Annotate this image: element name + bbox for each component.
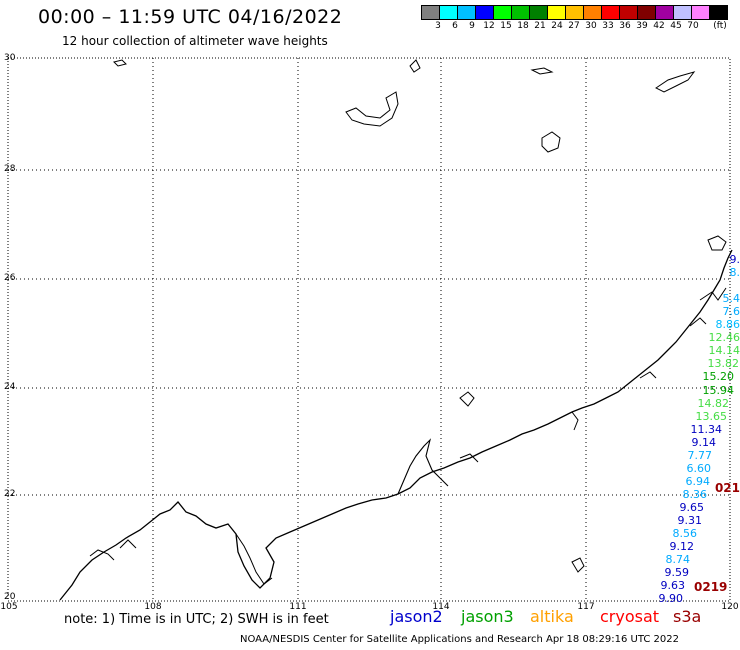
lon-label: 111: [289, 602, 307, 612]
coastline: [59, 249, 733, 601]
lon-label: 108: [144, 602, 162, 612]
scale-label: 6: [452, 21, 458, 31]
lon-label: 117: [577, 602, 595, 612]
swh-reading: 8.: [729, 266, 740, 280]
scale-label: 9: [469, 21, 475, 31]
swh-reading: 15.94: [702, 383, 735, 397]
mission-s3a-label: s3a: [673, 607, 702, 626]
swh-reading: 9.63: [660, 579, 686, 593]
scale-label: 70: [687, 21, 699, 31]
swh-reading: 11.34: [690, 422, 723, 436]
scale-label: 36: [619, 21, 631, 31]
lat-label: 26: [4, 273, 16, 283]
swh-reading: 9.31: [677, 514, 703, 527]
footer-credit: NOAA/NESDIS Center for Satellite Applica…: [240, 634, 679, 645]
lat-label: 22: [4, 489, 16, 499]
swh-reading: 7.77: [687, 448, 713, 462]
swh-reading: 8.56: [672, 527, 698, 541]
swh-reading: 6.60: [686, 461, 712, 475]
scale-label: 42: [653, 21, 665, 31]
island: [530, 67, 554, 75]
swh-reading: 9.90: [658, 592, 684, 606]
mission-jason3-label: jason3: [461, 607, 514, 626]
mission-altika-label: altika: [530, 607, 574, 626]
graticule: [8, 58, 730, 601]
swh-reading: 8.36: [682, 487, 708, 501]
island: [541, 131, 561, 153]
island: [707, 235, 727, 251]
scale-unit: (ft): [713, 21, 727, 31]
mission-jason2-label: jason2: [390, 607, 443, 626]
island: [655, 71, 696, 93]
cryosat-pass-label: 021: [714, 481, 740, 495]
swh-reading: 13.65: [695, 409, 728, 423]
lat-label: 28: [4, 164, 16, 174]
cryosat-pass-label: 0219: [694, 580, 728, 594]
lon-label: 114: [432, 602, 450, 612]
swh-reading: 12.46: [708, 331, 740, 345]
scale-label: 18: [517, 21, 529, 31]
swh-reading: 13.82: [707, 357, 740, 371]
lat-label: 24: [4, 382, 16, 392]
lat-label: 20: [4, 592, 16, 602]
scale-label: 3: [435, 21, 441, 31]
island: [345, 91, 399, 127]
note-text: note: 1) Time is in UTC; 2) SWH is in fe…: [64, 612, 329, 627]
scale-label: 12: [483, 21, 495, 31]
lon-label: 105: [0, 602, 18, 612]
coastline-river: [397, 438, 449, 495]
lon-label: 120: [721, 602, 739, 612]
island: [113, 59, 127, 67]
color-scale-labels: 3 6 9 12 15 18 21 24 27 30 33 36 39 42 45 70 (ft): [422, 21, 730, 33]
map-frame: [7, 57, 731, 602]
subtitle: 12 hour collection of altimeter wave hei…: [62, 34, 328, 48]
island: [459, 391, 475, 407]
scale-label: 27: [568, 21, 580, 31]
swh-reading: 7.6: [722, 305, 740, 319]
title: 00:00 – 11:59 UTC 04/16/2022: [38, 6, 343, 28]
hainan-peninsula: [235, 533, 273, 585]
scale-label: 30: [585, 21, 597, 31]
coastline-detail: [89, 287, 727, 561]
swh-reading: 8.86: [715, 318, 740, 332]
island: [571, 557, 585, 573]
swh-reading: 9.: [729, 253, 740, 266]
scale-label: 15: [500, 21, 512, 31]
swh-reading: 9.59: [664, 566, 690, 580]
scale-label: 45: [670, 21, 682, 31]
swh-reading: 5.4: [722, 292, 740, 306]
scale-label: 21: [534, 21, 546, 31]
swh-reading: 9.12: [669, 540, 695, 554]
swh-reading: 14.82: [697, 396, 730, 410]
island: [409, 59, 421, 73]
swh-reading: 6.94: [685, 474, 711, 488]
scale-label: 39: [636, 21, 648, 31]
wave-height-color-scale: [421, 5, 728, 20]
scale-label: 33: [602, 21, 614, 31]
scale-swatch: [709, 5, 728, 20]
swh-reading: 15.20: [702, 370, 735, 384]
swh-reading: 9.14: [691, 435, 717, 449]
swh-reading: 8.74: [665, 553, 691, 567]
scale-label: 24: [551, 21, 563, 31]
mission-cryosat-label: cryosat: [600, 607, 660, 626]
swh-reading: 14.14: [708, 344, 740, 358]
lat-label: 30: [4, 53, 16, 63]
swh-reading: 9.65: [679, 500, 705, 514]
